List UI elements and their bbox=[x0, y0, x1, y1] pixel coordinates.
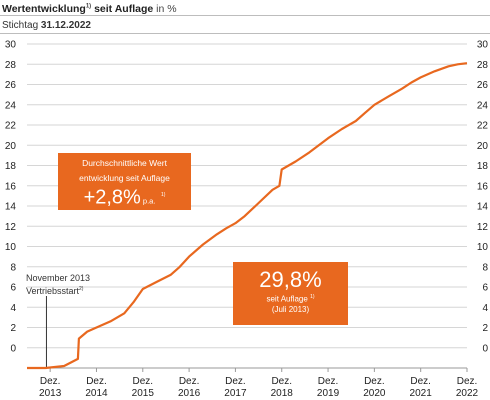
avg-return-suffix: p.a. bbox=[140, 196, 156, 206]
x-tick-label-year: 2017 bbox=[224, 388, 247, 399]
x-tick-label-month: Dez. bbox=[410, 376, 431, 387]
y-tick-label-right: 28 bbox=[477, 60, 489, 71]
header-divider-top bbox=[0, 15, 490, 16]
y-tick-label-right: 6 bbox=[482, 283, 488, 294]
y-tick-label-right: 12 bbox=[477, 222, 489, 233]
x-tick-label-month: Dez. bbox=[86, 376, 107, 387]
y-tick-label-right: 2 bbox=[482, 323, 488, 334]
x-tick-label-month: Dez. bbox=[179, 376, 200, 387]
chart-title-footnote: 1) bbox=[85, 3, 92, 10]
avg-return-caption-line1: Durchschnittliche Wert bbox=[82, 158, 167, 168]
y-tick-label-right: 24 bbox=[477, 100, 489, 111]
sales-start-date: November 2013 bbox=[26, 273, 91, 283]
chart-title: Wertentwicklung1) seit Auflage in % bbox=[2, 3, 177, 15]
chart-title-rest: seit Auflage bbox=[91, 3, 154, 15]
x-tick-label-month: Dez. bbox=[364, 376, 385, 387]
y-tick-label-left: 20 bbox=[5, 141, 17, 152]
y-tick-label-right: 14 bbox=[477, 202, 489, 213]
x-tick-label-year: 2021 bbox=[410, 388, 433, 399]
y-tick-label-left: 12 bbox=[5, 222, 17, 233]
y-tick-label-left: 22 bbox=[5, 121, 17, 132]
x-tick-label-month: Dez. bbox=[271, 376, 292, 387]
x-tick-label-year: 2019 bbox=[317, 388, 340, 399]
x-tick-label-month: Dez. bbox=[133, 376, 154, 387]
y-tick-label-right: 20 bbox=[477, 141, 489, 152]
total-return-caption: seit Auflage 1) bbox=[233, 292, 348, 305]
total-return-callout: 29,8% seit Auflage 1) (Juli 2013) bbox=[233, 262, 348, 325]
total-return-value: 29,8% bbox=[259, 267, 322, 292]
sales-start-label-row: Vertriebsstart2) bbox=[26, 284, 90, 297]
x-tick-label-year: 2018 bbox=[271, 388, 294, 399]
total-return-since: (Juli 2013) bbox=[271, 304, 310, 314]
y-tick-label-left: 2 bbox=[10, 323, 16, 334]
series-line bbox=[27, 62, 468, 370]
y-tick-label-left: 14 bbox=[5, 202, 17, 213]
total-return-caption-line1: seit Auflage bbox=[266, 294, 308, 304]
x-tick-label-year: 2013 bbox=[39, 388, 62, 399]
y-tick-label-right: 8 bbox=[482, 262, 488, 273]
total-return-footnote: 1) bbox=[310, 294, 315, 300]
y-tick-label-right: 22 bbox=[477, 121, 489, 132]
y-tick-label-left: 30 bbox=[5, 40, 17, 51]
header-divider-bottom bbox=[0, 33, 490, 34]
y-tick-label-right: 16 bbox=[477, 181, 489, 192]
avg-return-value: +2,8% bbox=[83, 186, 141, 209]
chart-title-main: Wertentwicklung bbox=[2, 3, 86, 15]
chart-subtitle: Stichtag 31.12.2022 bbox=[2, 20, 91, 31]
y-tick-label-right: 30 bbox=[477, 40, 489, 51]
avg-return-value-row: +2,8% p.a. 1) bbox=[58, 185, 191, 212]
y-tick-label-left: 18 bbox=[5, 161, 17, 172]
x-tick-label-year: 2022 bbox=[456, 388, 479, 399]
x-tick-label-month: Dez. bbox=[457, 376, 478, 387]
x-tick-label-year: 2015 bbox=[132, 388, 155, 399]
y-tick-label-right: 26 bbox=[477, 80, 489, 91]
y-tick-label-left: 16 bbox=[5, 181, 17, 192]
y-tick-label-left: 0 bbox=[10, 343, 16, 354]
y-tick-label-left: 8 bbox=[10, 262, 16, 273]
y-tick-label-right: 4 bbox=[482, 303, 488, 314]
x-tick-label-month: Dez. bbox=[40, 376, 61, 387]
sales-start-annotation: November 2013 Vertriebsstart2) bbox=[26, 273, 90, 297]
x-tick-label-year: 2014 bbox=[85, 388, 108, 399]
x-tick-label-year: 2020 bbox=[363, 388, 386, 399]
avg-return-footnote: 1) bbox=[160, 192, 166, 198]
y-tick-label-right: 10 bbox=[477, 242, 489, 253]
stichtag-label: Stichtag bbox=[2, 20, 39, 31]
y-tick-label-left: 26 bbox=[5, 80, 17, 91]
y-tick-label-left: 6 bbox=[10, 283, 16, 294]
avg-return-callout: Durchschnittliche Wert entwicklung seit … bbox=[58, 153, 191, 210]
y-tick-label-left: 28 bbox=[5, 60, 17, 71]
sales-start-footnote: 2) bbox=[79, 286, 84, 292]
sales-start-label: Vertriebsstart bbox=[26, 286, 80, 296]
y-tick-label-left: 10 bbox=[5, 242, 17, 253]
x-tick-label-year: 2016 bbox=[178, 388, 201, 399]
stichtag-date: 31.12.2022 bbox=[40, 20, 91, 31]
y-tick-label-left: 4 bbox=[10, 303, 16, 314]
chart-title-unit: in % bbox=[153, 3, 177, 15]
y-tick-label-right: 18 bbox=[477, 161, 489, 172]
avg-return-caption-line2: entwicklung seit Auflage bbox=[79, 173, 170, 183]
y-tick-label-left: 24 bbox=[5, 100, 17, 111]
x-tick-label-month: Dez. bbox=[318, 376, 339, 387]
x-tick-label-month: Dez. bbox=[225, 376, 246, 387]
y-tick-label-right: 0 bbox=[482, 343, 488, 354]
